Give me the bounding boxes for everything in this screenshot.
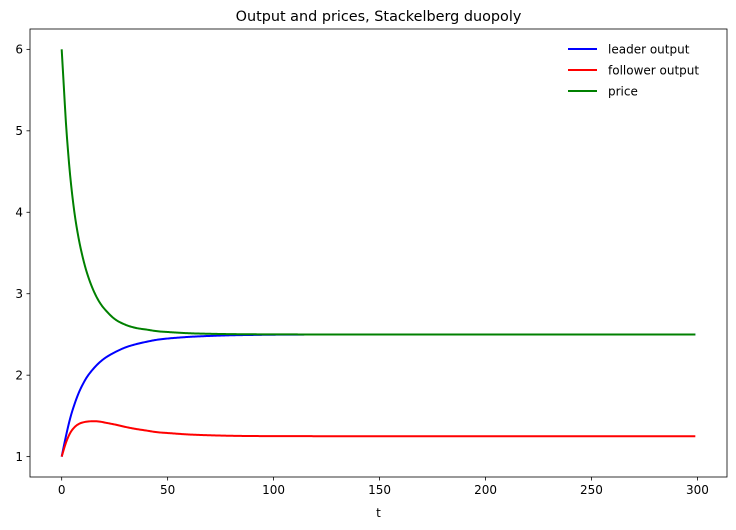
chart-title: Output and prices, Stackelberg duopoly [236,9,522,25]
x-tick-label: 250 [580,483,603,497]
x-tick-label: 300 [686,483,709,497]
x-tick-label: 200 [474,483,497,497]
ticks-layer: 0 50 100 150 200 250 300 1 2 3 4 5 6 [15,43,709,497]
x-tick-label: 150 [368,483,391,497]
x-tick-label: 100 [262,483,285,497]
legend-label: leader output [608,42,690,56]
y-tick-label: 5 [15,124,23,138]
y-tick-label: 3 [15,287,23,301]
legend-label: price [608,84,638,98]
legend-label: follower output [608,63,699,77]
y-tick-label: 1 [15,450,23,464]
y-tick-label: 4 [15,205,23,219]
y-tick-label: 6 [15,43,23,57]
x-tick-label: 0 [58,483,66,497]
series-line-price [60,49,696,336]
series-layer [60,49,696,457]
y-tick-label: 2 [15,368,23,382]
x-tick-label: 50 [160,483,175,497]
axes-layer [29,28,728,478]
plot-frame [29,28,728,478]
series-line-follower-output [60,420,696,457]
plot-background [30,29,727,477]
x-axis-label: t [376,506,381,520]
plot-area [30,29,727,477]
legend: leader output follower output price [568,42,699,98]
